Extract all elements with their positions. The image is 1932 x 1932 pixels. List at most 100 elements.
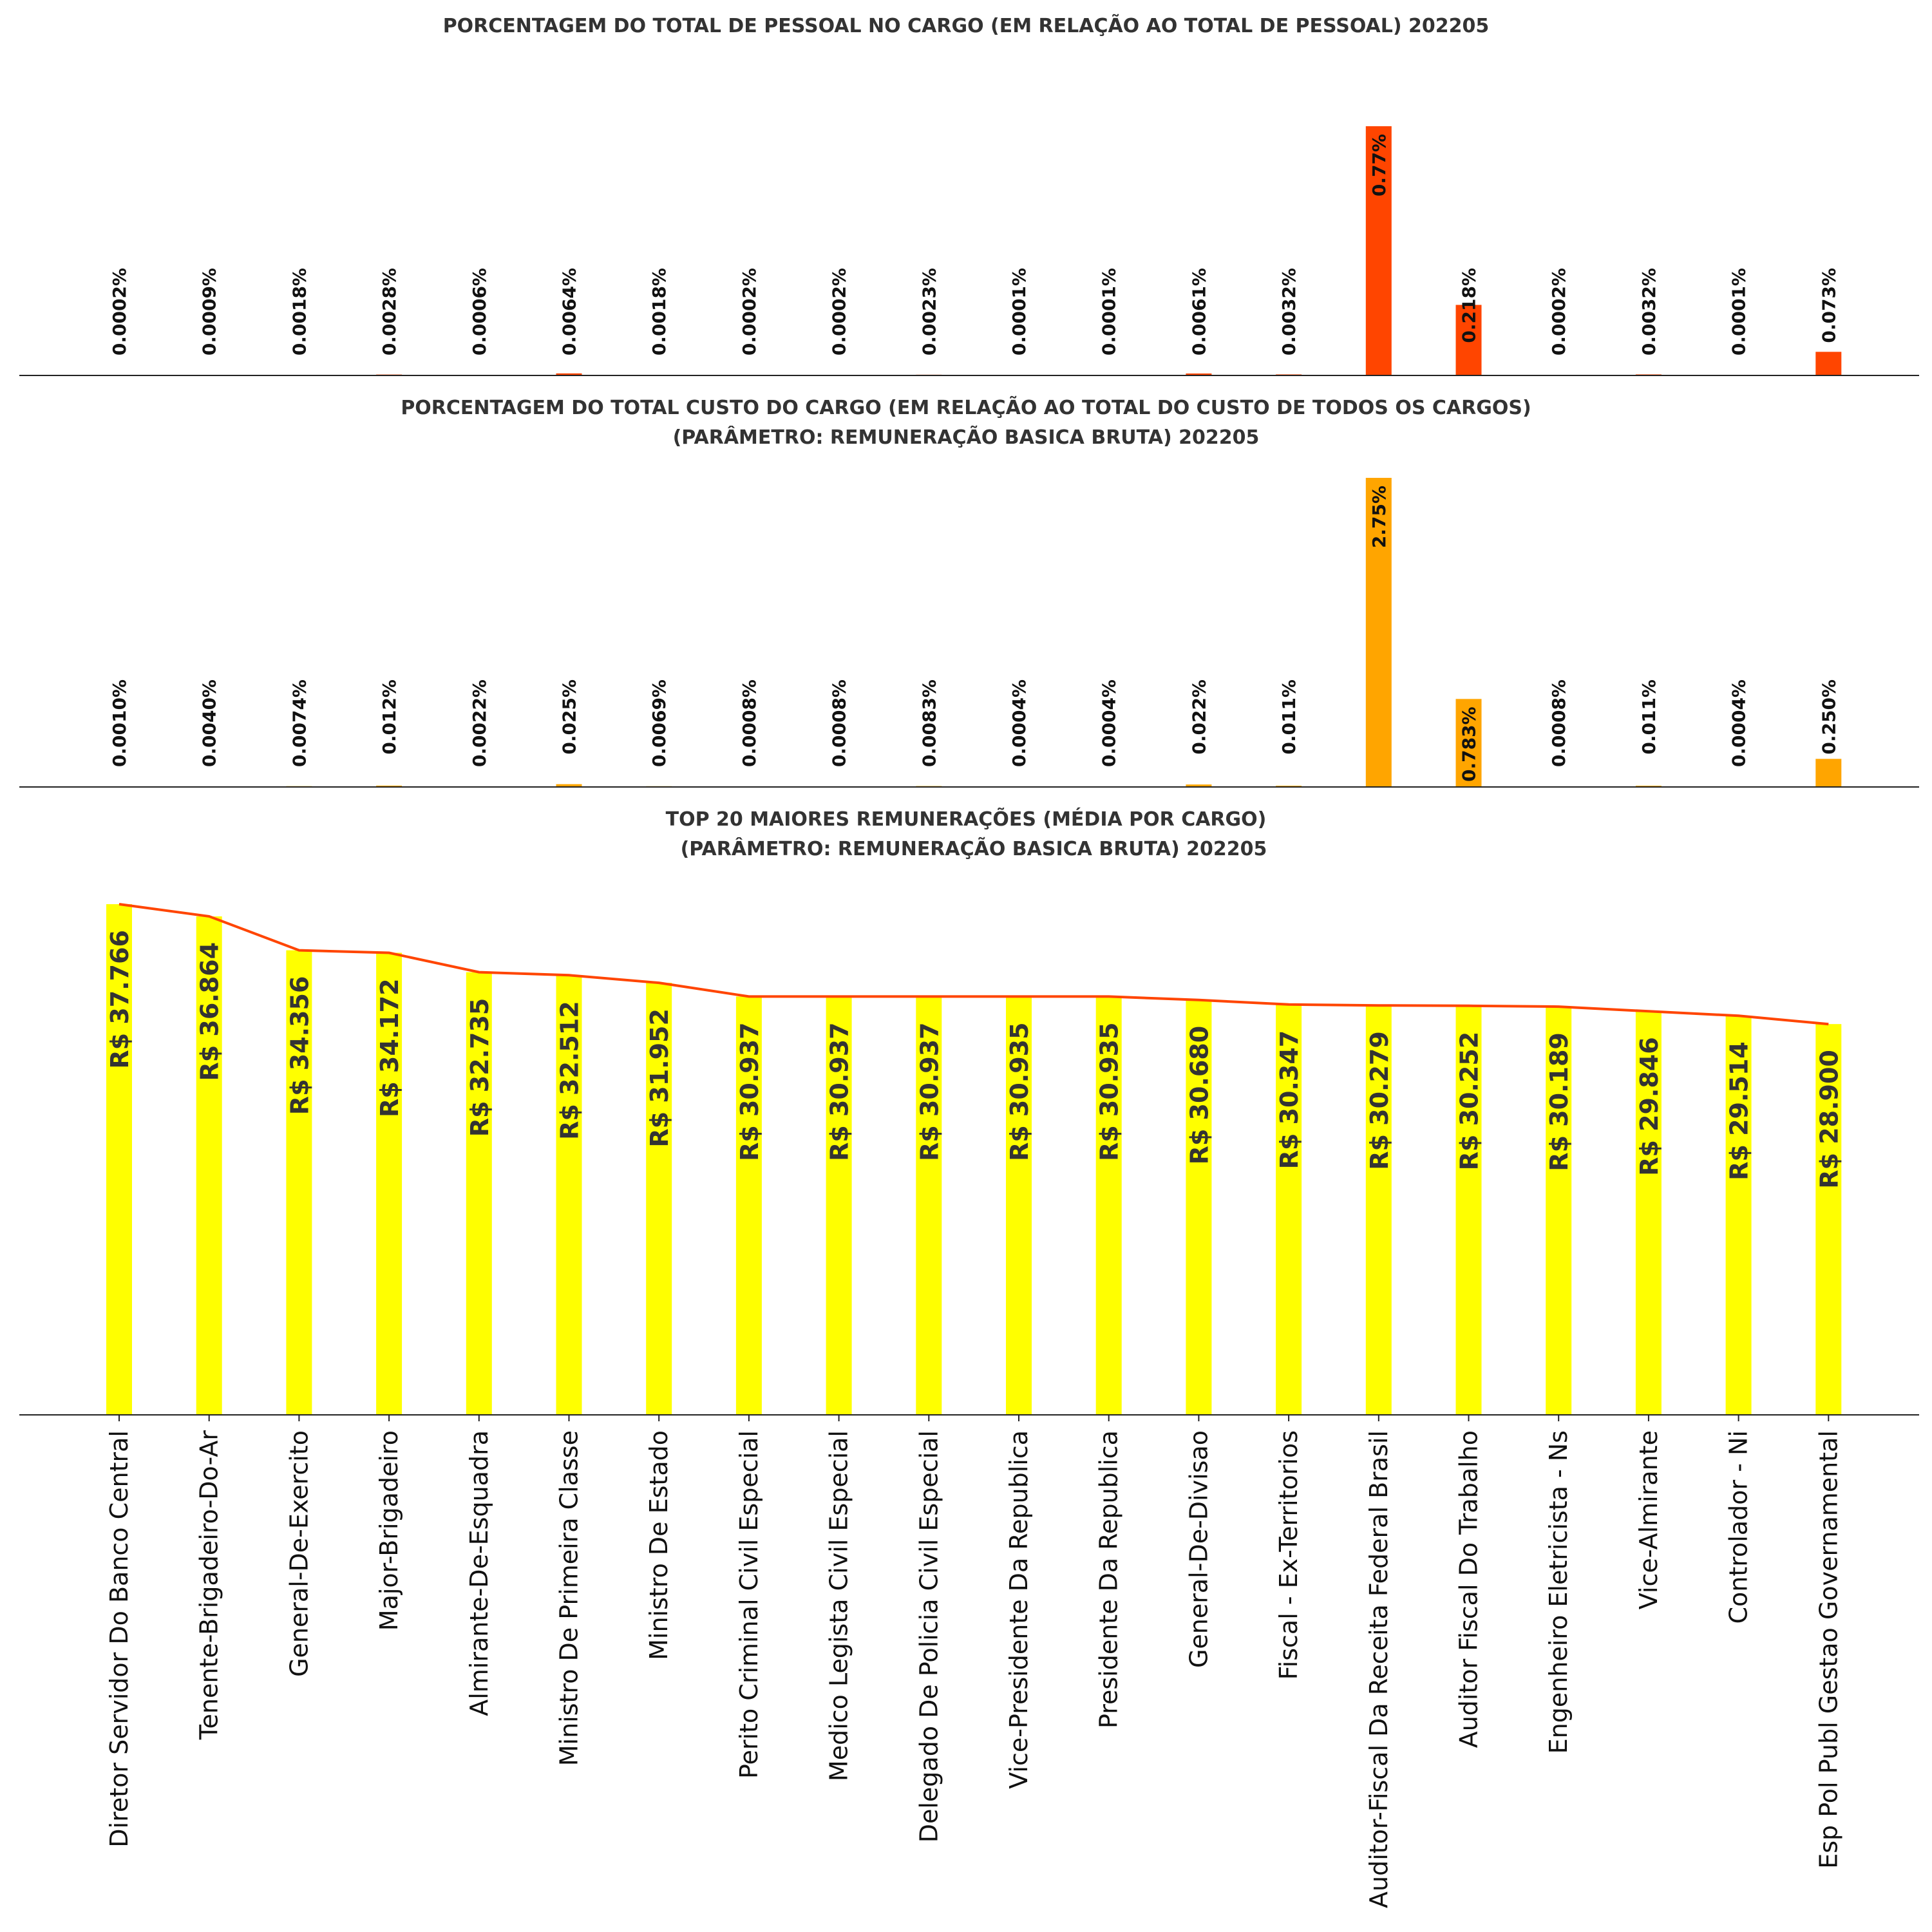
panel3-bar-5: [556, 975, 582, 1415]
panel2-value-label-16: 0.0008%: [1548, 679, 1569, 767]
panel1-value-labels: 0.0002% 0.0009% 0.0018% 0.0028% 0.0006% 0.006…: [109, 134, 1839, 355]
panel3-title: TOP 20 MAIORES REMUNERAÇÕES (MÉDIA POR C…: [666, 807, 1267, 831]
panel3-bars: [106, 904, 1842, 1415]
panel1-value-label-12: 0.0061%: [1188, 268, 1209, 355]
panel2-value-label-19: 0.250%: [1818, 679, 1839, 755]
panel2-value-label-0: 0.0010%: [109, 679, 130, 767]
panel3-x-tick-label-16: Engenheiro Eletricista - Ns: [1544, 1430, 1573, 1754]
panel3-x-ticks: [118, 1415, 1830, 1421]
panel2-bar-3: [376, 785, 402, 787]
panel2-value-label-9: 0.0083%: [918, 679, 940, 767]
panel2-bar-19: [1815, 759, 1842, 787]
panel1-value-label-5: 0.0064%: [559, 268, 580, 355]
panel3-value-labels: R$ 37.766 R$ 36.864 R$ 34.356 R$ 34.172 R$ 3…: [106, 930, 1843, 1189]
panel1-value-label-3: 0.0028%: [379, 268, 400, 355]
panel3-value-label-12: R$ 30.680: [1185, 1026, 1213, 1165]
panel1-value-label-15: 0.218%: [1459, 268, 1480, 343]
panel1-value-label-11: 0.0001%: [1099, 268, 1120, 355]
panel2-bar-5: [556, 784, 582, 787]
panel3-value-label-13: R$ 30.347: [1275, 1030, 1303, 1170]
panel1-value-label-13: 0.0032%: [1278, 268, 1300, 355]
panel2-value-label-10: 0.0004%: [1009, 679, 1030, 767]
panel3-x-tick-label-15: Auditor Fiscal Do Trabalho: [1455, 1430, 1483, 1748]
panel2-bar-14: [1365, 478, 1392, 787]
panel3-x-tick-label-19: Esp Pol Publ Gestao Governamental: [1814, 1430, 1842, 1869]
panel3-bar-16: [1546, 1007, 1572, 1415]
panel1-value-label-10: 0.0001%: [1009, 268, 1030, 355]
panel3-bar-6: [646, 983, 672, 1415]
panel3-value-label-4: R$ 32.735: [466, 998, 494, 1137]
panel3-bar-4: [466, 972, 492, 1415]
panel3-x-tick-label-12: General-De-Divisao: [1184, 1430, 1213, 1668]
panel3-value-label-10: R$ 30.935: [1005, 1022, 1034, 1161]
panel3-value-label-15: R$ 30.252: [1455, 1032, 1484, 1171]
panel1-bar-14: [1365, 126, 1392, 375]
panel1-value-label-14: 0.77%: [1368, 134, 1390, 196]
panel3-x-tick-label-7: Perito Criminal Civil Especial: [735, 1430, 763, 1779]
panel3-bar-8: [826, 996, 852, 1415]
panel2-value-label-11: 0.0004%: [1099, 679, 1120, 767]
panel3-value-label-8: R$ 30.937: [826, 1022, 854, 1161]
panel3-value-label-2: R$ 34.356: [285, 976, 314, 1115]
panel1-bar-19: [1815, 352, 1842, 375]
panel1-bars: [106, 126, 1842, 376]
panel3-bar-2: [286, 950, 312, 1415]
panel3-x-tick-label-18: Controlador - Ni: [1725, 1430, 1753, 1624]
panel1-value-label-1: 0.0009%: [199, 268, 220, 355]
panel3-value-label-14: R$ 30.279: [1365, 1031, 1394, 1170]
panel3-x-tick-label-8: Medico Legista Civil Especial: [825, 1430, 853, 1781]
panel3-x-tick-label-6: Ministro De Estado: [645, 1430, 673, 1660]
panel2-value-label-1: 0.0040%: [199, 679, 220, 767]
panel1-value-label-17: 0.0032%: [1638, 268, 1660, 355]
panel2-value-label-7: 0.0008%: [739, 679, 760, 767]
panel3-x-tick-label-5: Ministro De Primeira Classe: [555, 1430, 583, 1766]
panel2-value-label-13: 0.011%: [1278, 679, 1300, 755]
panel3-x-tick-label-17: Vice-Almirante: [1634, 1430, 1663, 1609]
panel2-value-label-12: 0.022%: [1188, 679, 1209, 755]
panel2-value-label-5: 0.025%: [559, 679, 580, 755]
panel2-value-label-15: 0.783%: [1459, 706, 1480, 782]
panel2-bars: [106, 478, 1842, 788]
panel3-bar-12: [1186, 999, 1212, 1415]
panel3-value-label-19: R$ 28.900: [1815, 1050, 1843, 1189]
panel2-value-label-2: 0.0074%: [289, 679, 310, 767]
panel2-bar-15: [1455, 699, 1482, 787]
panel3-bar-15: [1455, 1005, 1482, 1415]
panel2-value-label-18: 0.0004%: [1728, 679, 1750, 767]
panel1-bar-12: [1186, 373, 1212, 375]
panel2-value-label-6: 0.0069%: [649, 679, 670, 767]
panel3-bar-14: [1365, 1005, 1392, 1415]
panel3-value-label-16: R$ 30.189: [1545, 1032, 1573, 1171]
panel1-value-label-0: 0.0002%: [109, 268, 130, 355]
panel3-x-tick-label-9: Delegado De Policia Civil Especial: [914, 1430, 943, 1842]
panel3-x-tick-labels: Diretor Servidor Do Banco Central Tenente…: [105, 1430, 1842, 1908]
panel2-value-labels: 0.0010% 0.0040% 0.0074% 0.012% 0.0022% 0.025%…: [109, 486, 1839, 782]
panel3-bar-10: [1006, 996, 1032, 1415]
panel3-value-label-7: R$ 30.937: [735, 1022, 764, 1161]
panel2-bar-12: [1186, 784, 1212, 787]
panel3-x-tick-label-10: Vice-Presidente Da Republica: [1005, 1430, 1033, 1789]
panel3-x-tick-label-3: Major-Brigadeiro: [375, 1430, 403, 1631]
panel3-bar-3: [376, 952, 402, 1415]
panel1-bar-15: [1455, 305, 1482, 375]
panel3-value-label-18: R$ 29.514: [1725, 1041, 1754, 1180]
panel3-bar-18: [1725, 1016, 1752, 1415]
panel3-value-label-5: R$ 32.512: [556, 1001, 584, 1140]
panel3-value-label-11: R$ 30.935: [1095, 1022, 1124, 1161]
panel3-bar-7: [735, 996, 762, 1415]
panel1-title: PORCENTAGEM DO TOTAL DE PESSOAL NO CARGO…: [443, 14, 1490, 37]
panel3-value-label-3: R$ 34.172: [375, 978, 404, 1117]
panel2-value-label-8: 0.0008%: [829, 679, 850, 767]
panel2-value-label-14: 2.75%: [1368, 486, 1390, 548]
panel3-value-label-9: R$ 30.937: [915, 1022, 943, 1161]
panel3-x-tick-label-1: Tenente-Brigadeiro-Do-Ar: [195, 1430, 223, 1741]
panel1-value-label-8: 0.0002%: [829, 268, 850, 355]
panel3-x-tick-label-13: Fiscal - Ex-Territorios: [1274, 1430, 1303, 1680]
panel1-value-label-6: 0.0018%: [649, 268, 670, 355]
panel3-x-tick-label-2: General-De-Exercito: [285, 1430, 313, 1677]
panel3-x-tick-label-4: Almirante-De-Esquadra: [465, 1430, 493, 1716]
panel2-value-label-17: 0.011%: [1638, 679, 1660, 755]
panel3-value-label-6: R$ 31.952: [645, 1009, 674, 1148]
panel1-value-label-18: 0.0001%: [1728, 268, 1750, 355]
